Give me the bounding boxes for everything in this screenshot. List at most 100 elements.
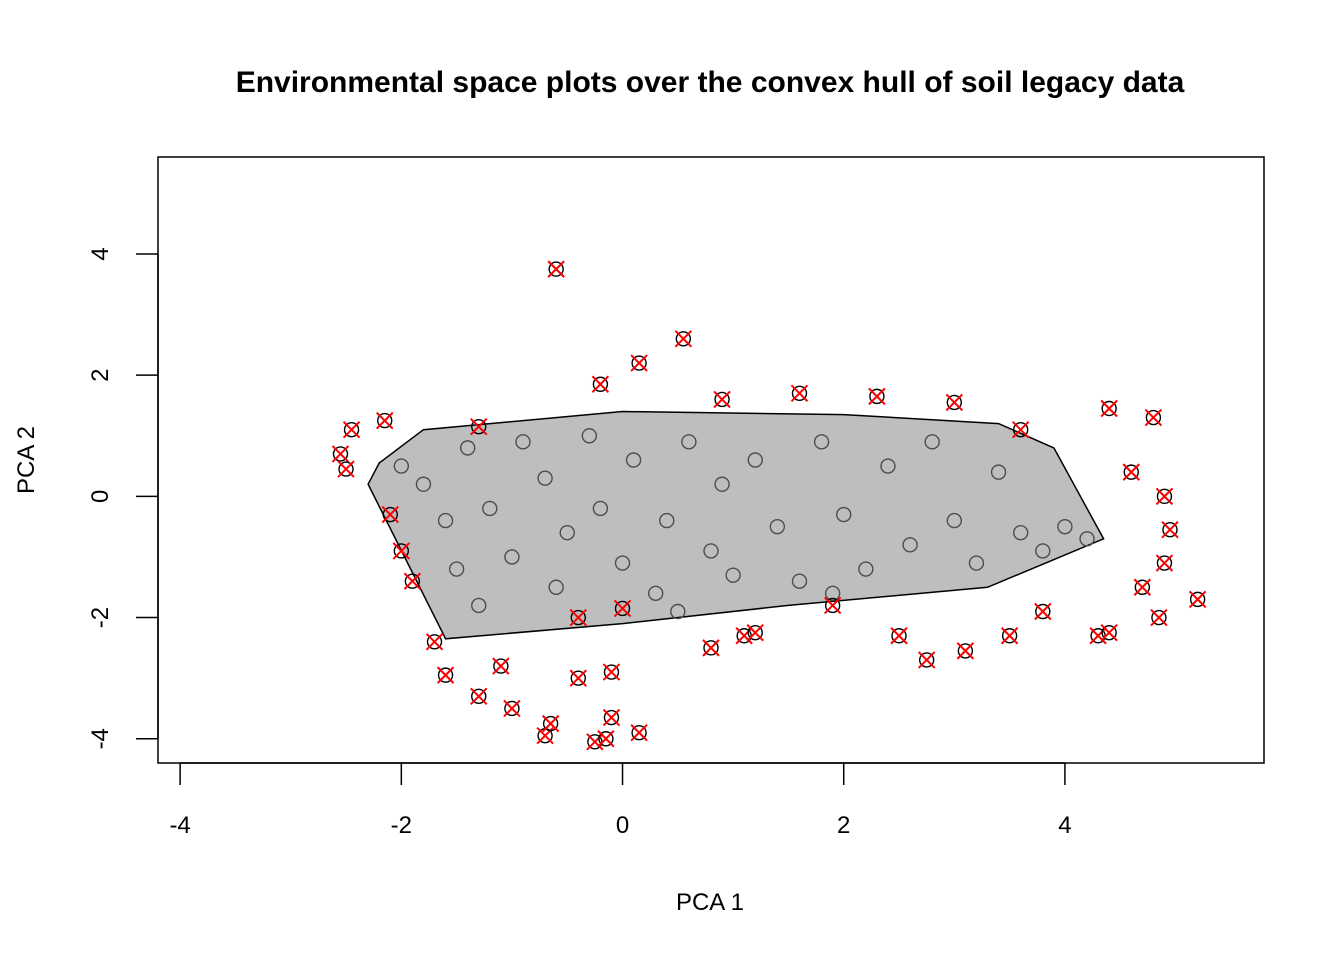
outside-point-cross [746, 624, 764, 642]
outside-point-circle [592, 376, 609, 392]
outside-point-circle [1156, 488, 1173, 505]
legacy-point [681, 434, 697, 450]
outside-point-cross [602, 663, 621, 681]
x-tick-label: 2 [837, 812, 850, 839]
outside-point-circle [393, 543, 410, 559]
convex-hull-polygon [367, 410, 1105, 640]
outside-point [470, 687, 488, 706]
outside-point [630, 723, 648, 742]
legacy-point [415, 476, 432, 492]
legacy-point [559, 525, 575, 541]
outside-point-cross [503, 699, 521, 718]
outside-point [790, 384, 809, 403]
legacy-point [880, 458, 896, 474]
legacy-point [858, 561, 874, 577]
outside-point-cross [1034, 602, 1052, 621]
outside-point-circle [1156, 555, 1173, 571]
outside-point [425, 633, 444, 651]
outside-point-cross [735, 627, 753, 645]
outside-point-cross [613, 599, 632, 618]
legacy-point [581, 428, 598, 444]
legacy-point [393, 458, 410, 474]
outside-point [597, 730, 615, 748]
outside-point-cross [945, 393, 964, 412]
outside-point [1011, 420, 1030, 439]
outside-point [470, 417, 488, 436]
plot-area [331, 260, 1207, 751]
outside-point-cross [1144, 408, 1163, 427]
outside-point-cross [541, 714, 560, 733]
x-axis-label: PCA 1 [676, 889, 744, 916]
outside-point-circle [747, 625, 763, 641]
outside-point-circle [548, 261, 564, 277]
outside-point [713, 390, 731, 409]
outside-point [392, 542, 411, 560]
outside-point [868, 387, 886, 406]
outside-point-cross [376, 411, 394, 430]
outside-point [436, 666, 455, 684]
legacy-point [659, 512, 675, 529]
outside-point [1155, 487, 1174, 506]
outside-point-cross [1100, 399, 1118, 418]
outside-point [674, 330, 693, 348]
legacy-point [482, 500, 498, 517]
x-axis: -4 -2 0 2 4 [169, 762, 1072, 839]
outside-point [337, 460, 355, 478]
legacy-point [725, 567, 741, 583]
outside-points-series [331, 260, 1207, 751]
outside-point-cross [1188, 590, 1207, 609]
outside-point-cross [702, 639, 720, 657]
outside-point [746, 624, 764, 642]
outside-point-circle [603, 709, 620, 726]
outside-point [1122, 463, 1140, 481]
outside-point-cross [337, 460, 355, 478]
outside-point-circle [957, 643, 974, 659]
outside-point-cross [1011, 420, 1030, 439]
outside-point-cross [381, 505, 399, 524]
outside-point-circle [714, 391, 730, 408]
outside-point [735, 627, 753, 645]
legacy-point [836, 506, 852, 523]
legacy-point [537, 470, 553, 486]
outside-point [1100, 624, 1118, 642]
outside-point-cross [956, 642, 975, 660]
outside-point-circle [791, 385, 808, 402]
outside-point-cross [713, 390, 731, 409]
outside-point-cross [602, 708, 621, 727]
outside-point [1089, 627, 1107, 645]
outside-point-circle [1012, 422, 1029, 438]
outside-point-cross [586, 733, 604, 751]
outside-point-cross [823, 596, 842, 615]
outside-point-circle [471, 688, 487, 705]
legacy-point [670, 603, 686, 620]
outside-point-circle [603, 664, 620, 680]
outside-point-cross [492, 657, 510, 675]
outside-point-circle [493, 658, 509, 674]
outside-point [702, 639, 720, 657]
outside-point [602, 708, 621, 727]
outside-point [1144, 408, 1163, 427]
outside-point-circle [675, 331, 692, 347]
outside-point-circle [598, 731, 614, 747]
outside-point [1034, 602, 1052, 621]
y-tick-label: 4 [87, 247, 114, 260]
outside-point-circle [824, 597, 841, 614]
outside-point-cross [1150, 608, 1168, 627]
outside-point-cross [1000, 627, 1019, 645]
outside-point-cross [674, 330, 693, 348]
outside-point [547, 260, 565, 278]
legacy-point [459, 440, 476, 456]
outside-point [1150, 608, 1168, 627]
outside-point [602, 663, 621, 681]
outside-point-cross [790, 384, 809, 403]
outside-point-cross [1100, 624, 1118, 642]
outside-point-circle [1162, 521, 1178, 538]
outside-point [569, 669, 587, 687]
outside-point-circle [869, 388, 885, 405]
legacy-point [448, 561, 465, 577]
outside-point-circle [1151, 609, 1167, 626]
outside-point [403, 572, 422, 590]
outside-point [613, 599, 632, 618]
outside-point-circle [1123, 464, 1139, 480]
